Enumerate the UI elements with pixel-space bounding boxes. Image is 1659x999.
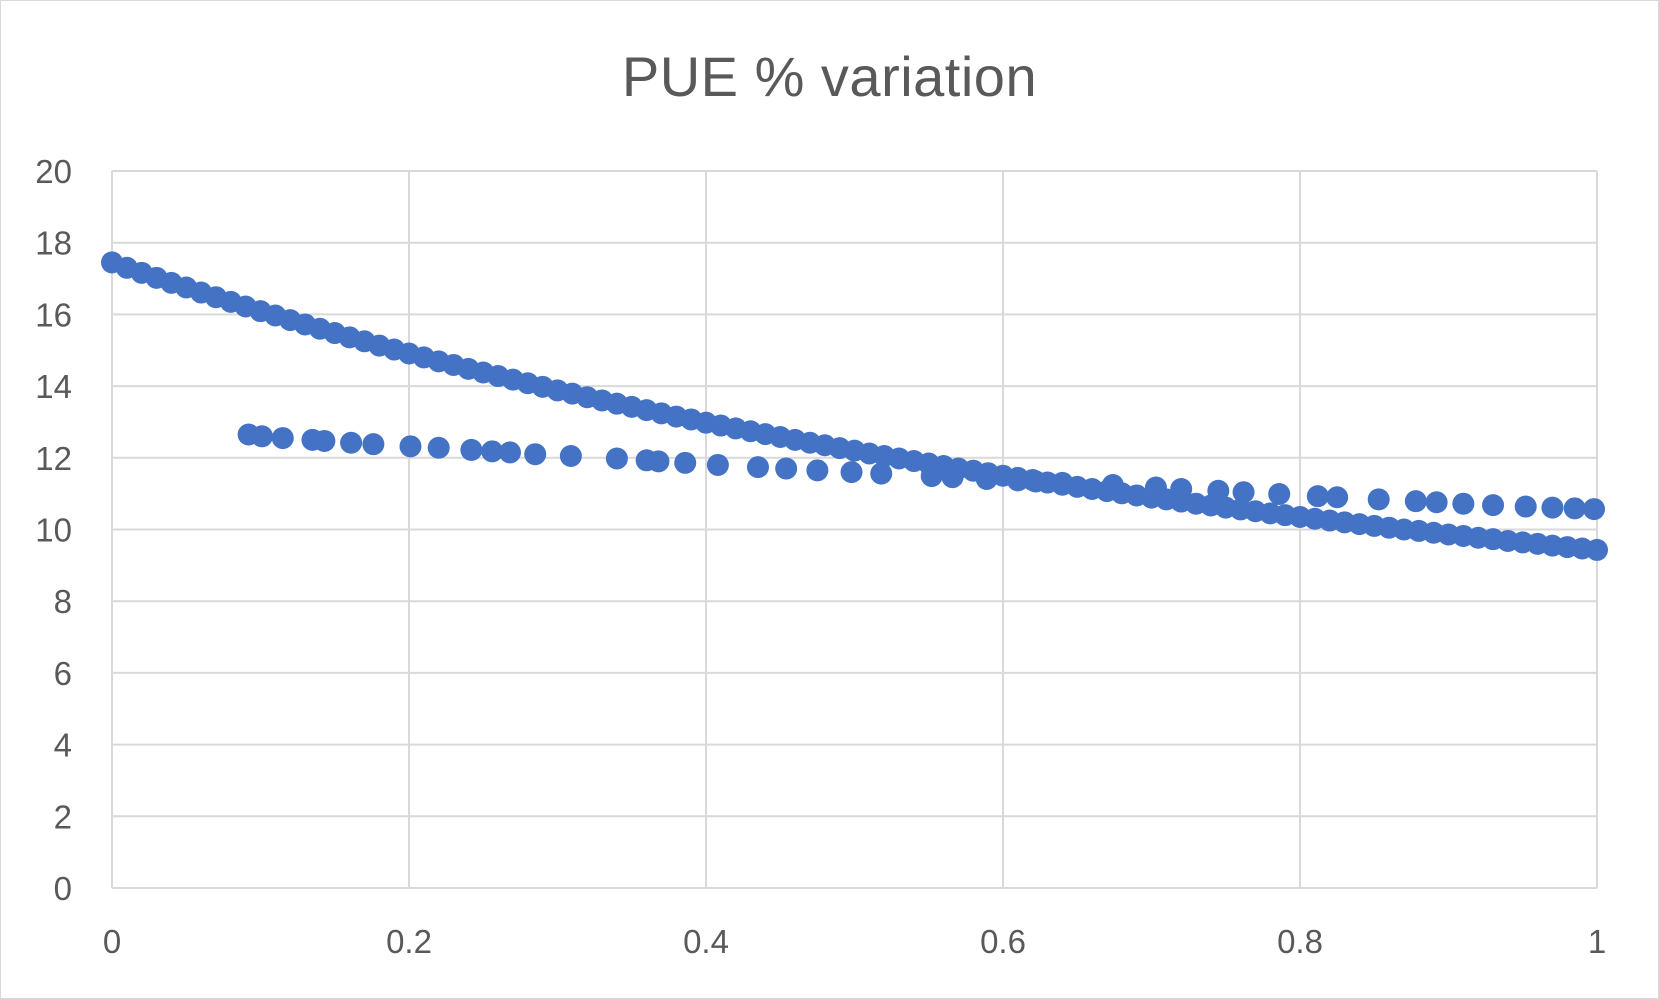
y-tick-label: 16 <box>35 296 72 333</box>
scatter-point-series2 <box>1051 471 1074 494</box>
scatter-point-series2 <box>941 466 964 489</box>
scatter-point-series2 <box>1207 479 1230 502</box>
scatter-point-series2 <box>1367 488 1390 511</box>
scatter-point-series2 <box>870 462 893 485</box>
y-tick-label: 4 <box>54 727 72 764</box>
scatter-point-series2 <box>1006 469 1029 492</box>
scatter-point-series2 <box>605 447 628 470</box>
scatter-point-series2 <box>1425 491 1448 514</box>
scatter-point-series2 <box>460 438 483 461</box>
scatter-point-series2 <box>498 441 521 464</box>
scatter-point-series2 <box>1232 481 1255 504</box>
y-tick-label: 8 <box>54 583 72 620</box>
y-tick-label: 10 <box>35 512 72 549</box>
scatter-point-series2 <box>1170 477 1193 500</box>
scatter-point-series2 <box>559 445 582 468</box>
scatter-point-series2 <box>481 440 504 463</box>
y-tick-label: 0 <box>54 870 72 907</box>
chart-title: PUE % variation <box>621 45 1038 108</box>
scatter-point-series2 <box>250 425 273 448</box>
scatter-point-series2 <box>1326 486 1349 509</box>
y-tick-label: 2 <box>54 798 72 835</box>
scatter-point-series2 <box>427 436 450 459</box>
scatter-point-series2 <box>340 431 363 454</box>
scatter-point-series2 <box>975 467 998 490</box>
scatter-point-series2 <box>271 427 294 450</box>
scatter-point-series2 <box>1144 476 1167 499</box>
scatter-point-series2 <box>674 451 697 474</box>
scatter-point-series2 <box>1482 494 1505 517</box>
scatter-point-series2 <box>1306 485 1329 508</box>
scatter-point-series2 <box>1541 496 1564 519</box>
y-tick-label: 18 <box>35 225 72 262</box>
scatter-point-series2 <box>399 435 422 458</box>
scatter-point-series2 <box>920 465 943 488</box>
scatter-point-series1 <box>1586 538 1608 561</box>
scatter-point-series2 <box>524 443 547 466</box>
scatter-point-series2 <box>1268 483 1291 506</box>
scatter-point-series2 <box>806 459 829 482</box>
scatter-point-series2 <box>647 450 670 473</box>
y-tick-label: 20 <box>35 153 72 190</box>
scatter-point-series2 <box>362 433 385 456</box>
x-tick-label: 0.4 <box>683 923 729 960</box>
x-tick-label: 0.8 <box>1277 923 1323 960</box>
x-tick-label: 0.6 <box>980 923 1026 960</box>
y-tick-label: 6 <box>54 655 72 692</box>
x-tick-label: 0 <box>103 923 121 960</box>
y-tick-label: 12 <box>35 440 72 477</box>
scatter-point-series2 <box>1404 490 1427 513</box>
scatter-point-series2 <box>1452 492 1475 515</box>
scatter-point-series2 <box>840 461 863 484</box>
scatter-point-series2 <box>1563 497 1586 520</box>
points-layer <box>101 251 1608 561</box>
scatter-point-series2 <box>1583 498 1606 521</box>
scatter-point-series2 <box>1101 474 1124 497</box>
x-tick-label: 1 <box>1588 923 1606 960</box>
scatter-point-series2 <box>706 453 729 476</box>
scatter-point-series2 <box>313 429 336 452</box>
scatter-point-series2 <box>1024 470 1047 493</box>
scatter-point-series2 <box>1514 495 1537 518</box>
scatter-point-series2 <box>775 457 798 480</box>
y-tick-label: 14 <box>35 368 72 405</box>
label-layer: 0 2 4 6 8 10 12 14 16 18 20 0 0.2 0.4 0.6 0.8 1 <box>35 153 1606 960</box>
x-tick-label: 0.2 <box>386 923 432 960</box>
scatter-point-series2 <box>746 456 769 479</box>
